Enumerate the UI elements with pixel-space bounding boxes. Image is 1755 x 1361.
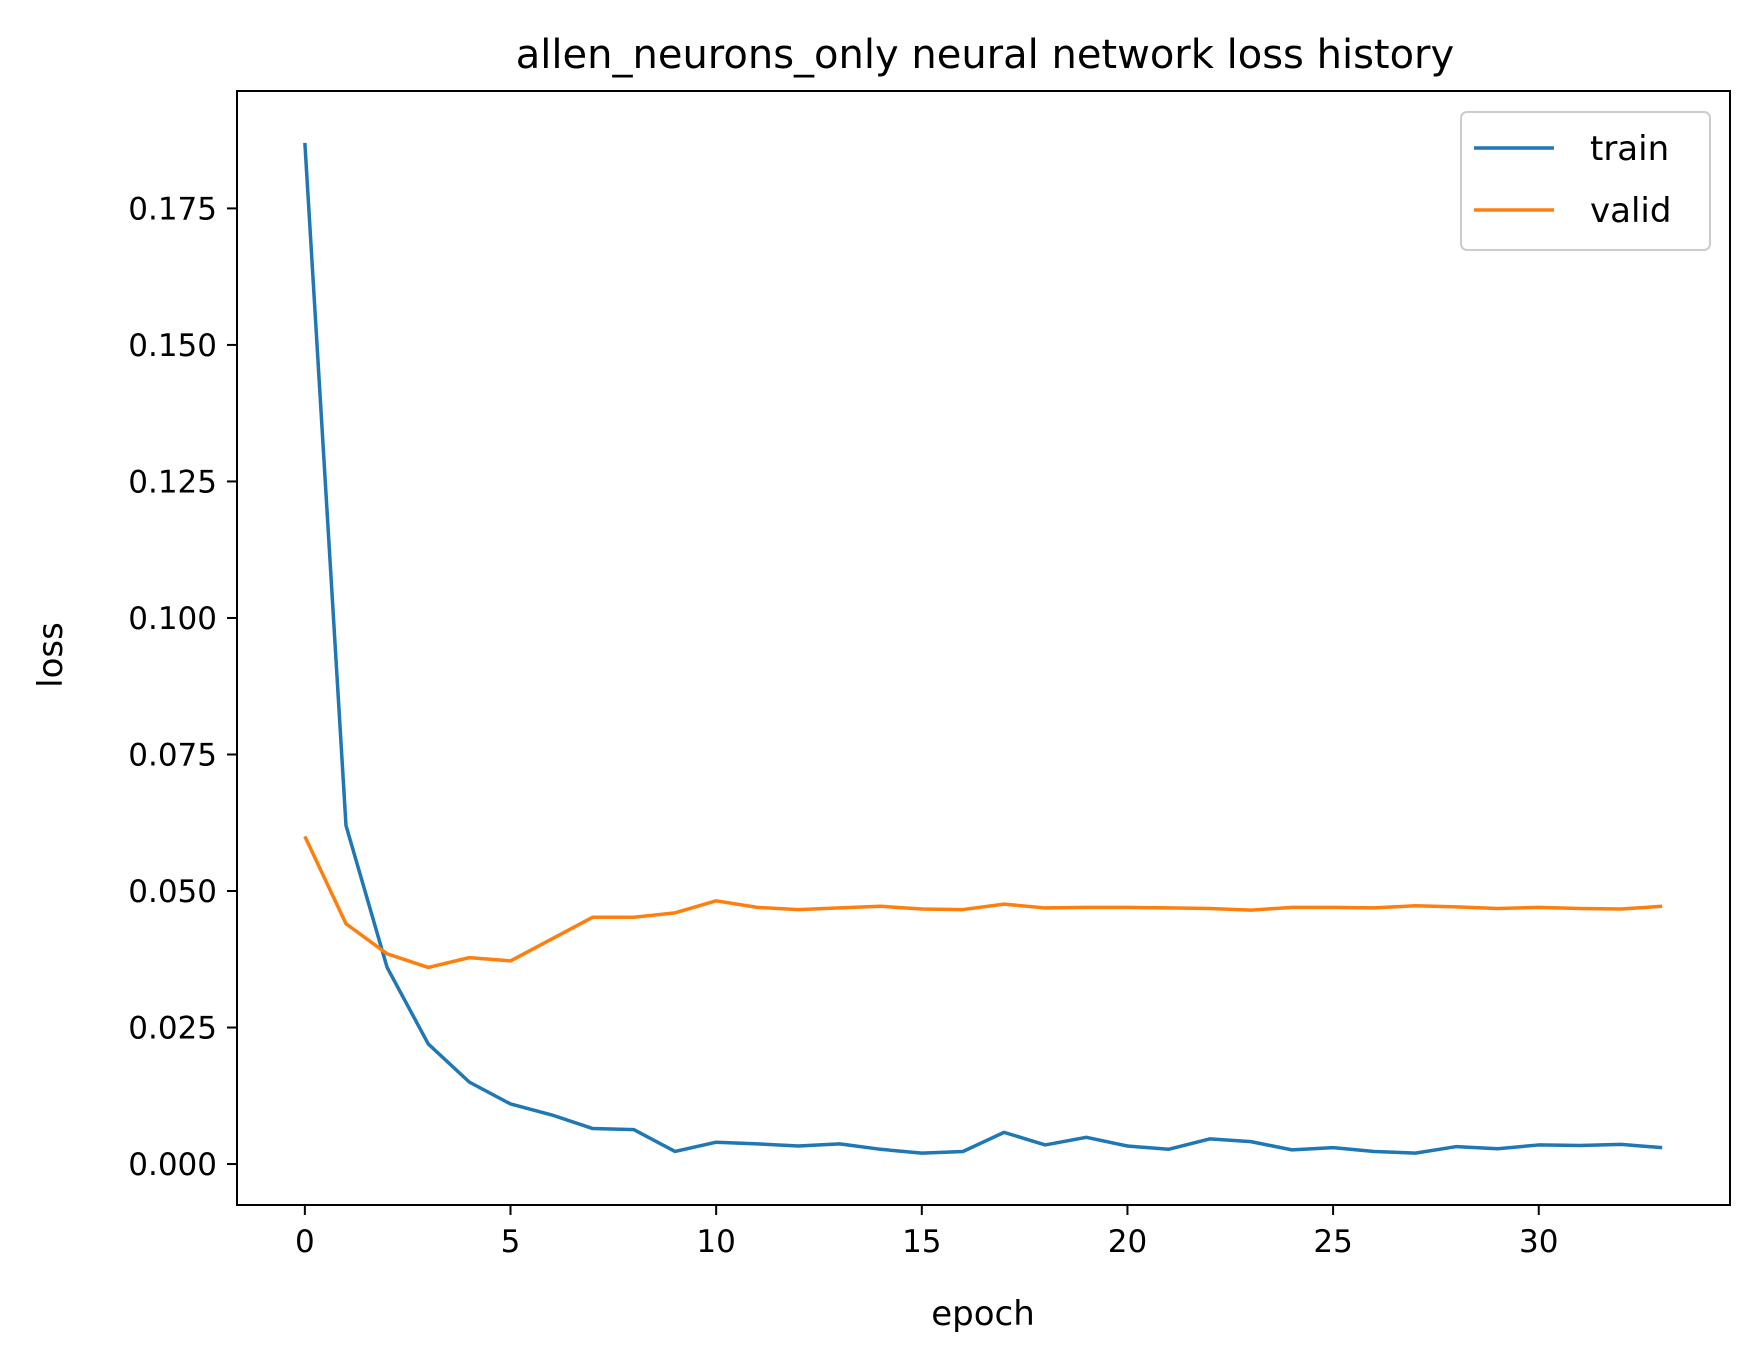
x-tick-label: 10 xyxy=(696,1224,735,1260)
y-axis-label: loss xyxy=(31,622,71,688)
legend-valid-label: valid xyxy=(1590,191,1671,231)
x-tick-label: 25 xyxy=(1313,1224,1352,1260)
x-tick-label: 0 xyxy=(295,1224,315,1260)
y-tick-label: 0.125 xyxy=(128,464,217,500)
axes-frame xyxy=(236,90,1731,1206)
legend-train-label: train xyxy=(1590,129,1669,169)
y-tick-label: 0.175 xyxy=(128,191,217,227)
y-tick-label: 0.150 xyxy=(128,328,217,364)
y-tick-label: 0.025 xyxy=(128,1011,217,1047)
y-tick-label: 0.050 xyxy=(128,874,217,910)
x-axis: 0 5 10 15 20 25 30 xyxy=(295,1205,1558,1260)
y-tick-label: 0.100 xyxy=(128,601,217,637)
legend: train valid xyxy=(1460,111,1711,251)
x-tick-label: 30 xyxy=(1519,1224,1558,1260)
x-tick-label: 20 xyxy=(1108,1224,1147,1260)
legend-box xyxy=(1460,111,1711,251)
series-line-valid xyxy=(303,835,1663,970)
y-tick-label: 0.000 xyxy=(128,1147,217,1183)
x-tick-label: 15 xyxy=(902,1224,941,1260)
series-line-train xyxy=(303,142,1663,1155)
x-tick-label: 5 xyxy=(501,1224,521,1260)
y-axis: 0.000 0.025 0.050 0.075 0.100 0.125 0.150 0.175 xyxy=(128,191,237,1183)
y-tick-label: 0.075 xyxy=(128,737,217,773)
chart-title: allen_neurons_only neural network loss h… xyxy=(516,32,1454,78)
plot-area xyxy=(236,90,1731,1206)
series-layer xyxy=(303,142,1663,1155)
x-axis-label: epoch xyxy=(931,1294,1035,1334)
